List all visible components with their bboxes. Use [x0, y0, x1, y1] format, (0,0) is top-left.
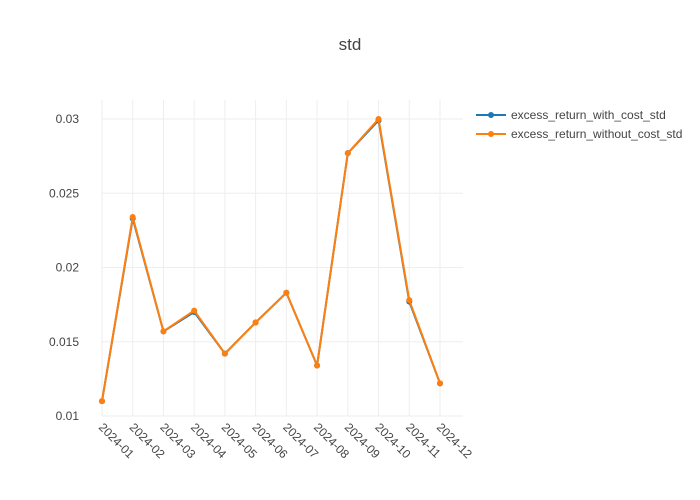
data-point[interactable]	[191, 307, 198, 314]
series-line	[101, 118, 441, 402]
y-tick-label: 0.015	[49, 335, 79, 349]
data-point[interactable]	[375, 116, 382, 122]
legend-label: excess_return_without_cost_std	[511, 127, 682, 141]
legend-marker	[488, 131, 494, 137]
data-point[interactable]	[344, 150, 351, 157]
data-point[interactable]	[160, 328, 167, 335]
chart-title: std	[339, 35, 362, 54]
y-tick-label: 0.01	[56, 409, 80, 423]
data-point[interactable]	[99, 398, 105, 405]
data-point[interactable]	[129, 214, 136, 221]
data-point[interactable]	[314, 362, 321, 369]
y-tick-label: 0.025	[49, 186, 79, 200]
data-point[interactable]	[252, 319, 259, 326]
y-tick-label: 0.03	[56, 112, 80, 126]
legend: excess_return_with_cost_std excess_return…	[476, 108, 682, 141]
legend-item[interactable]: excess_return_without_cost_std	[476, 127, 682, 141]
y-tick-label: 0.02	[56, 261, 80, 275]
series-layer	[99, 116, 443, 405]
data-point[interactable]	[437, 380, 443, 387]
y-axis-ticks: 0.01 0.015 0.02 0.025 0.03	[49, 112, 79, 423]
grid	[101, 100, 463, 417]
legend-item[interactable]: excess_return_with_cost_std	[476, 108, 666, 122]
data-point[interactable]	[406, 297, 413, 304]
data-point[interactable]	[283, 289, 290, 296]
series-excess_return_without_cost_std	[99, 116, 443, 405]
legend-label: excess_return_with_cost_std	[511, 108, 666, 122]
legend-marker	[488, 112, 494, 118]
data-point[interactable]	[221, 350, 228, 357]
